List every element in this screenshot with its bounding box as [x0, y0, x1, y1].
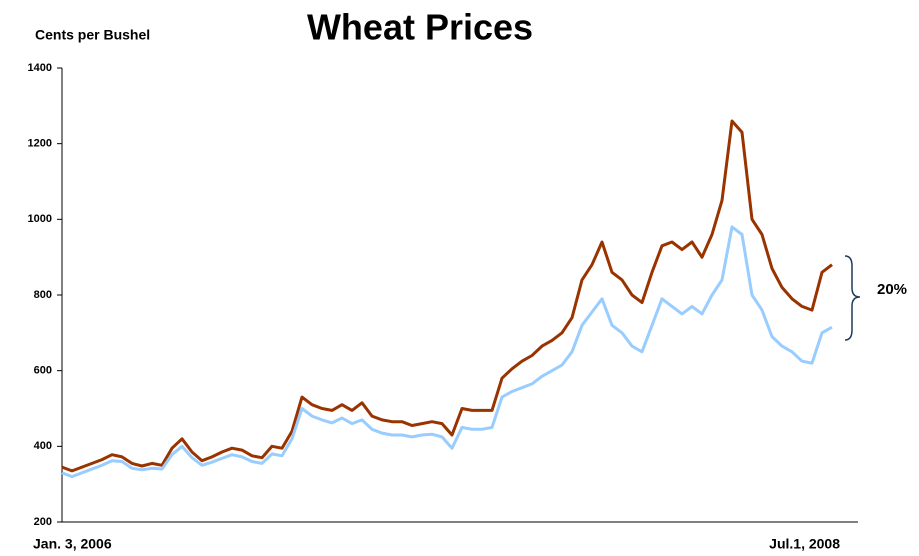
- y-tick-label: 400: [34, 440, 52, 452]
- brace: [844, 255, 861, 341]
- line-series: [61, 119, 833, 473]
- chart-title: Wheat Prices: [307, 7, 533, 48]
- y-axis-label: Cents per Bushel: [35, 27, 150, 43]
- y-tick-label: 1000: [28, 213, 52, 225]
- y-tick-label: 1400: [28, 62, 52, 74]
- y-tick-label: 200: [34, 516, 52, 528]
- annotation: 20%: [877, 281, 907, 298]
- x-tick-label: Jan. 3, 2006: [33, 536, 112, 552]
- line-series: [61, 225, 833, 479]
- y-tick-label: 1200: [28, 138, 52, 150]
- y-tick-label: 600: [34, 365, 52, 377]
- x-tick-label: Jul.1, 2008: [769, 536, 840, 552]
- y-tick-label: 800: [34, 289, 52, 301]
